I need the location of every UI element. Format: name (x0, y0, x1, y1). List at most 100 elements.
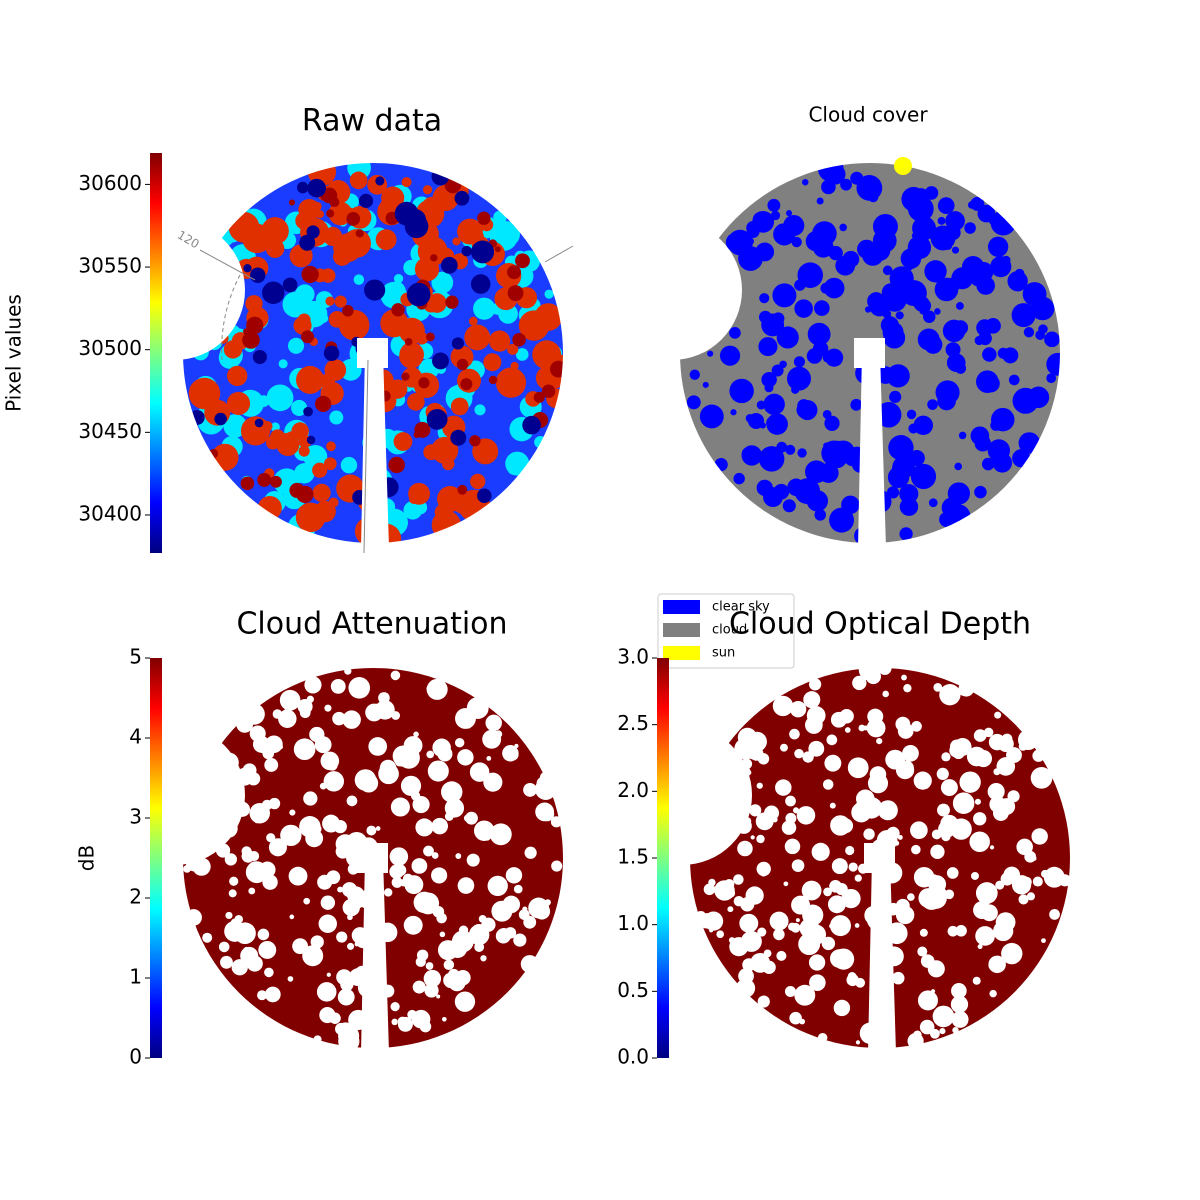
image-blob (867, 773, 889, 794)
image-blob (976, 319, 994, 337)
image-blob (797, 448, 807, 458)
image-blob (323, 345, 340, 361)
image-blob (301, 330, 315, 344)
image-blob (830, 815, 851, 836)
image-blob (881, 862, 903, 884)
image-blob (772, 283, 797, 308)
image-blob (218, 941, 230, 953)
image-blob (399, 344, 424, 369)
image-blob (533, 391, 545, 403)
image-blob (826, 734, 838, 746)
image-blob (296, 485, 314, 504)
image-blob (296, 365, 325, 394)
image-blob (299, 234, 316, 251)
image-blob (699, 913, 715, 929)
image-blob (707, 350, 714, 357)
image-blob (282, 717, 288, 723)
image-blob (782, 499, 796, 513)
image-blob (715, 784, 730, 799)
image-blob (461, 245, 472, 257)
image-blob (756, 782, 763, 789)
image-blob (266, 384, 294, 412)
image-blob (246, 316, 264, 335)
image-blob (297, 181, 309, 194)
image-blob (295, 211, 314, 230)
image-blob (364, 279, 386, 301)
image-blob (785, 210, 793, 217)
image-blob (248, 887, 256, 895)
legend-label: cloud (712, 623, 747, 638)
image-blob (1024, 850, 1037, 863)
image-blob (880, 998, 890, 1009)
image-blob (863, 828, 875, 840)
image-blob (457, 877, 475, 894)
image-blob (817, 1032, 828, 1043)
image-blob (349, 171, 368, 190)
image-blob (958, 680, 975, 697)
image-blob (470, 473, 486, 490)
image-blob (365, 703, 383, 722)
image-blob (997, 735, 1014, 752)
image-blob (394, 201, 419, 226)
colorbar-tick-label: 3.0 (617, 645, 649, 669)
image-blob (709, 928, 714, 933)
image-blob (951, 983, 967, 999)
image-blob (534, 303, 563, 331)
image-blob (480, 955, 487, 962)
image-blob (192, 343, 209, 361)
image-blob (980, 893, 993, 905)
legend-label: clear sky (712, 600, 770, 615)
image-blob (988, 955, 1006, 974)
image-blob (955, 302, 964, 310)
image-blob (512, 332, 526, 347)
image-blob (801, 880, 822, 901)
image-blob (973, 812, 987, 826)
image-blob (319, 313, 329, 323)
image-blob (806, 348, 823, 364)
image-blob (872, 228, 897, 253)
image-blob (992, 452, 1013, 473)
image-blob (931, 829, 942, 840)
panel-title: Cloud Optical Depth (729, 607, 1031, 642)
image-blob (951, 1011, 969, 1028)
image-blob (877, 901, 886, 910)
image-blob (884, 1037, 890, 1042)
image-blob (304, 676, 322, 694)
image-blob (306, 225, 320, 239)
image-blob (906, 264, 914, 271)
panel-title: Cloud cover (808, 103, 928, 127)
image-blob (855, 362, 878, 385)
image-blob (773, 928, 785, 941)
image-blob (243, 264, 252, 273)
image-blob (451, 337, 464, 350)
image-blob (830, 711, 847, 728)
image-blob (821, 936, 836, 951)
image-blob (885, 922, 908, 945)
image-blob (381, 850, 387, 856)
image-blob (426, 684, 436, 694)
image-blob (373, 344, 385, 356)
image-blob (944, 889, 955, 900)
image-blob (445, 295, 459, 309)
image-blob (224, 853, 238, 866)
panel-title: Raw data (302, 104, 442, 139)
image-blob (867, 708, 884, 725)
image-blob (294, 463, 315, 484)
image-blob (286, 431, 296, 440)
image-blob (915, 190, 922, 197)
image-blob (966, 746, 987, 767)
colorbar-tick-label: 4 (129, 725, 142, 749)
image-blob (745, 413, 755, 423)
image-blob (699, 404, 724, 429)
image-blob (755, 812, 774, 831)
image-blob (316, 982, 337, 1002)
image-blob (342, 305, 354, 317)
image-blob (380, 309, 409, 338)
image-blob (740, 897, 755, 912)
colorbar-tick-label: 30550 (78, 254, 142, 278)
image-blob (551, 860, 563, 872)
image-blob (254, 819, 259, 824)
colorbar-label: dB (75, 845, 99, 871)
image-blob (342, 229, 371, 258)
